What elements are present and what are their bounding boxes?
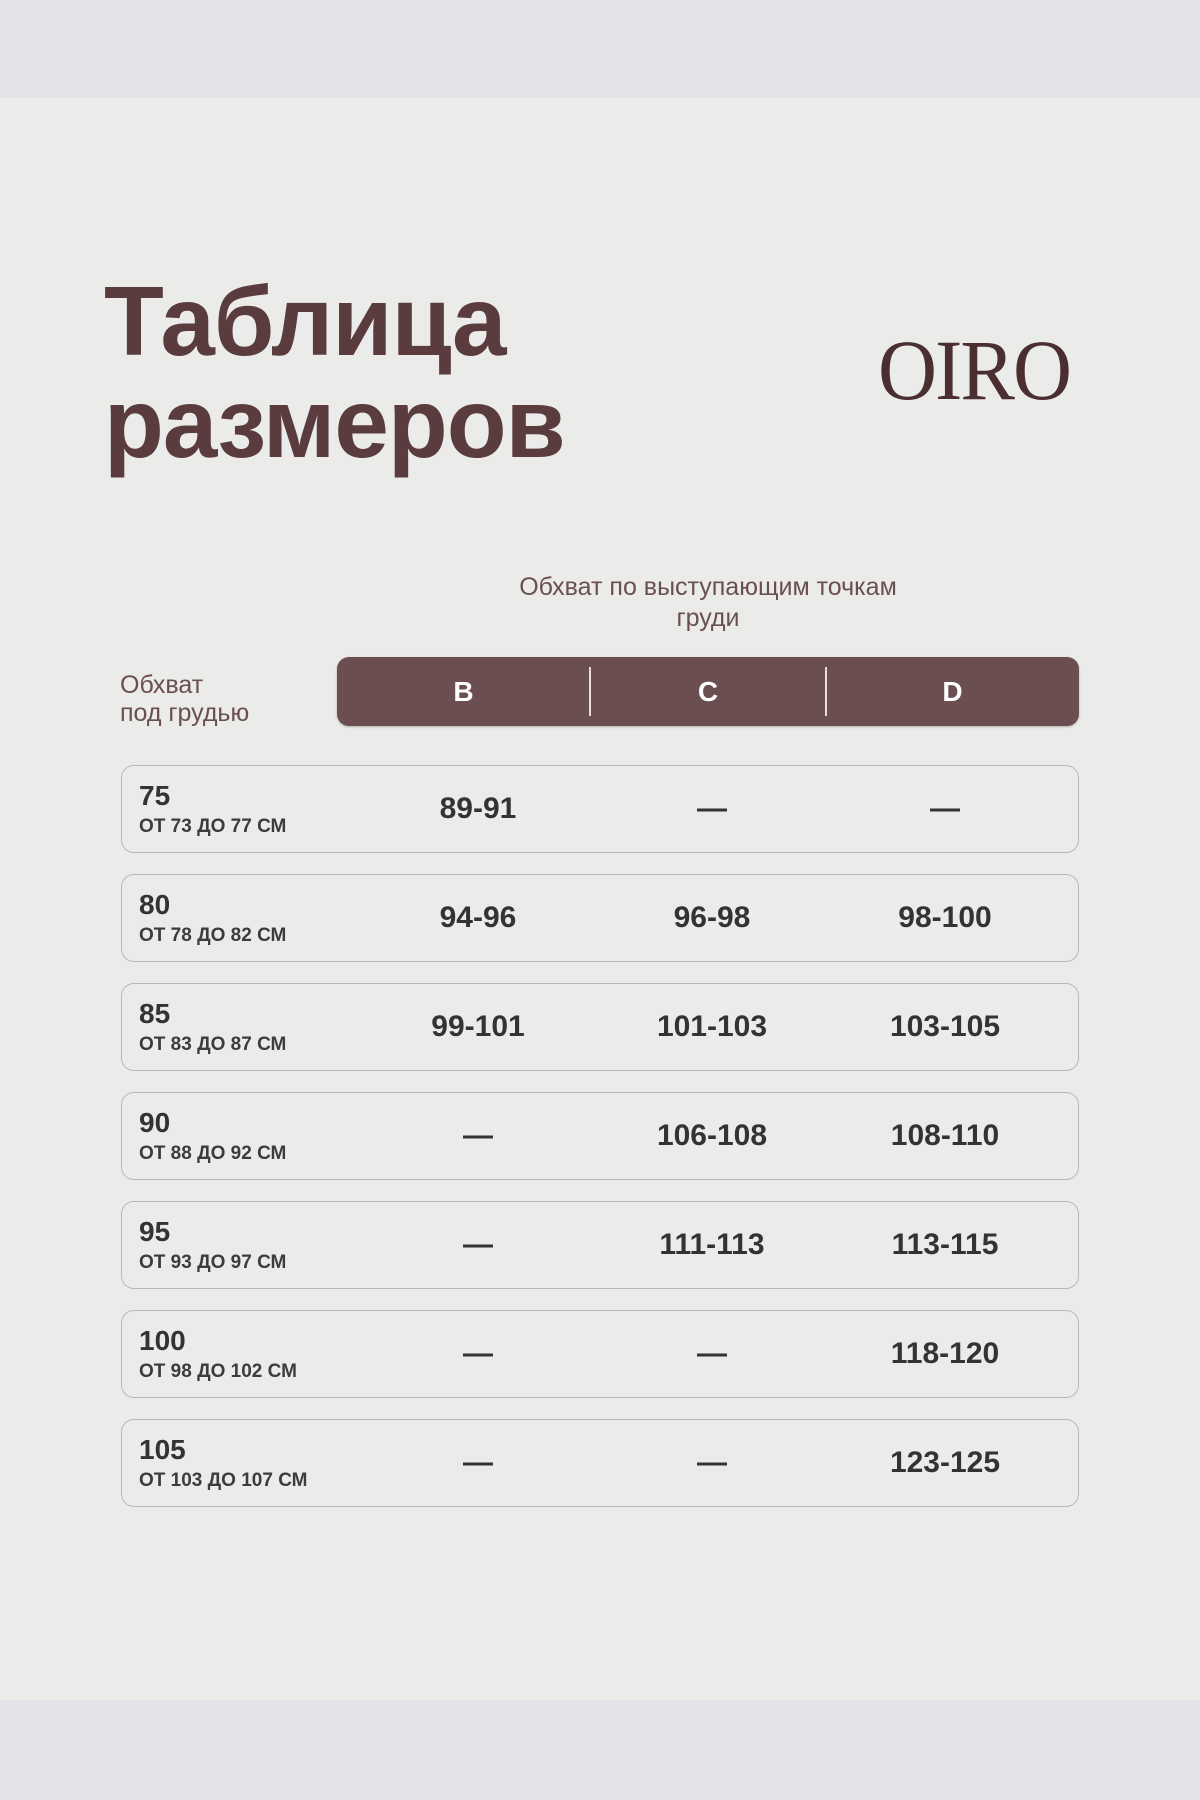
bust-value-c: —: [697, 1446, 727, 1479]
bust-value-d: 108-110: [890, 1119, 1000, 1152]
row-caption-line-2: под грудью: [120, 699, 250, 727]
table-row: 90 ОТ 88 ДО 92 СМ — 106-108 108-110: [121, 1092, 1079, 1180]
underbust-size: 95: [139, 1216, 171, 1247]
bust-value-b: 94-96: [439, 901, 517, 934]
bust-value-d: 118-120: [890, 1337, 1000, 1370]
bust-value-d: 103-105: [889, 1010, 1001, 1043]
underbust-size: 80: [139, 889, 171, 920]
table-row: 100 ОТ 98 ДО 102 СМ — — 118-120: [121, 1310, 1079, 1398]
cup-header-bar: B C D: [337, 657, 1079, 726]
table-row: 85 ОТ 83 ДО 87 СМ 99-101 101-103 103-105: [121, 983, 1079, 1071]
row-caption-line-1: Обхват: [120, 671, 204, 699]
bust-value-c: 96-98: [673, 901, 751, 934]
cup-header-c: C: [697, 676, 719, 707]
brand-logo: OIRO: [878, 322, 1072, 418]
cup-header-b: B: [453, 676, 474, 707]
bust-value-b: —: [463, 1119, 493, 1152]
title-line-1: Таблица: [104, 266, 506, 376]
header-divider: [589, 667, 591, 716]
underbust-range: ОТ 93 ДО 97 СМ: [139, 1252, 287, 1273]
table-row: 105 ОТ 103 ДО 107 СМ — — 123-125: [121, 1419, 1079, 1507]
underbust-size: 85: [139, 998, 171, 1029]
bust-value-b: 99-101: [431, 1010, 525, 1043]
table-row: 75 ОТ 73 ДО 77 СМ 89-91 — —: [121, 765, 1079, 853]
row-caption: Обхват под грудью: [120, 671, 249, 727]
bust-value-c: 106-108: [656, 1119, 768, 1152]
bust-value-b: —: [463, 1228, 493, 1261]
underbust-range: ОТ 73 ДО 77 СМ: [139, 816, 287, 837]
cup-header-d: D: [942, 676, 963, 707]
table-row: 95 ОТ 93 ДО 97 СМ — 111-113 113-115: [121, 1201, 1079, 1289]
bust-value-c: 101-103: [656, 1010, 768, 1043]
bust-value-c: —: [697, 1337, 727, 1370]
bust-value-c: —: [697, 792, 727, 825]
underbust-range: ОТ 98 ДО 102 СМ: [139, 1361, 297, 1382]
bust-value-b: —: [463, 1446, 493, 1479]
underbust-size: 75: [139, 780, 171, 811]
bust-value-b: 89-91: [439, 792, 517, 825]
underbust-size: 105: [139, 1434, 186, 1465]
underbust-size: 100: [139, 1325, 186, 1356]
bust-value-b: —: [463, 1337, 493, 1370]
bust-value-d: 98-100: [898, 901, 992, 934]
underbust-range: ОТ 103 ДО 107 СМ: [139, 1470, 308, 1491]
underbust-range: ОТ 78 ДО 82 СМ: [139, 925, 287, 946]
bust-value-d: —: [930, 792, 960, 825]
column-caption: Обхват по выступающим точкам груди: [519, 573, 897, 632]
underbust-range: ОТ 88 ДО 92 СМ: [139, 1143, 287, 1164]
underbust-size: 90: [139, 1107, 171, 1138]
bust-value-c: 111-113: [659, 1228, 765, 1261]
bust-value-d: 123-125: [889, 1446, 1001, 1479]
size-chart-sheet: [0, 98, 1200, 1700]
header-divider: [825, 667, 827, 716]
bust-value-d: 113-115: [891, 1228, 999, 1261]
underbust-range: ОТ 83 ДО 87 СМ: [139, 1034, 287, 1055]
title-line-2: размеров: [104, 368, 566, 478]
page-title: Таблица размеров: [104, 270, 566, 474]
table-row: 80 ОТ 78 ДО 82 СМ 94-96 96-98 98-100: [121, 874, 1079, 962]
